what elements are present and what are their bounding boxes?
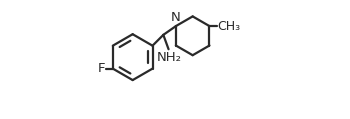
Text: N: N — [171, 10, 181, 24]
Text: NH₂: NH₂ — [157, 51, 182, 64]
Text: F: F — [98, 62, 105, 75]
Text: CH₃: CH₃ — [217, 20, 240, 33]
